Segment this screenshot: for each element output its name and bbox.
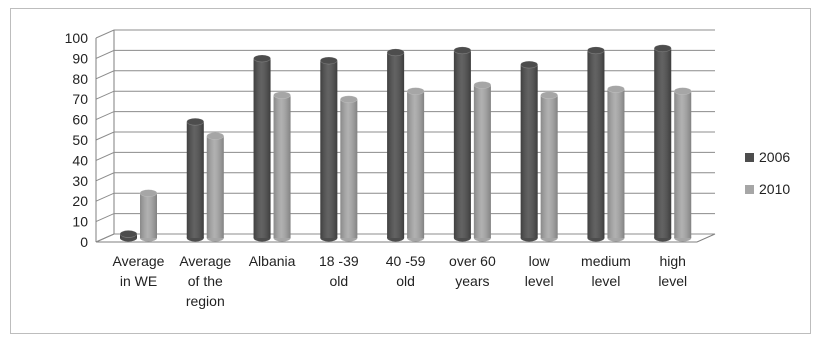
x-category-label: 18 -39 old — [319, 253, 359, 289]
bar-2006-2 — [253, 54, 271, 242]
bar-2010-7 — [607, 85, 625, 242]
legend-label-2006: 2006 — [759, 149, 790, 165]
bar-2006-8 — [653, 44, 672, 242]
y-tick-label: 0 — [80, 234, 88, 250]
bar-2010-6 — [540, 91, 558, 242]
x-axis-labels: Average in WE Average of the region Albania 18… — [113, 253, 688, 309]
y-tick-label: 10 — [72, 214, 88, 230]
x-category-label: medium level — [581, 253, 631, 289]
y-tick-label: 20 — [72, 193, 88, 209]
legend-swatch-2010 — [745, 185, 754, 194]
bars — [119, 44, 692, 242]
legend-label-2010: 2010 — [759, 181, 790, 197]
y-tick-label: 50 — [72, 132, 88, 148]
bar-2010-2 — [273, 91, 291, 242]
gridline — [95, 151, 715, 161]
bar-2006-7 — [587, 46, 605, 242]
y-tick-label: 40 — [72, 152, 88, 168]
x-category-label: over 60 years — [449, 253, 496, 289]
bar-2010-4 — [406, 87, 425, 242]
bar-2006-0 — [119, 230, 138, 242]
legend-swatch-2006 — [745, 153, 754, 162]
gridline — [95, 192, 715, 202]
y-axis: 0 10 20 30 40 50 60 70 80 90 100 — [65, 30, 97, 250]
bar-2006-5 — [453, 46, 472, 242]
bar-2006-3 — [320, 56, 338, 242]
gridline — [95, 233, 715, 243]
x-category-label: Average in WE — [113, 253, 165, 289]
y-tick-label: 90 — [72, 50, 88, 66]
gridline — [95, 131, 715, 141]
bar-2010-0 — [139, 189, 158, 242]
gridline — [95, 70, 715, 80]
bar-2006-1 — [186, 117, 205, 242]
bar-2006-6 — [520, 60, 538, 242]
bar-2006-4 — [386, 48, 405, 242]
gridline — [95, 111, 715, 121]
bar-2010-1 — [206, 132, 225, 242]
gridline — [95, 172, 715, 182]
x-category-label: Average of the region — [179, 253, 231, 309]
x-category-label: Albania — [249, 253, 296, 269]
chart-frame: 0 10 20 30 40 50 60 70 80 90 100 Average in WE Avera… — [10, 8, 811, 334]
legend: 2006 2010 — [745, 149, 790, 197]
y-tick-label: 80 — [72, 71, 88, 87]
y-tick-label: 30 — [72, 173, 88, 189]
y-tick-label: 100 — [65, 30, 89, 46]
x-category-label: high level — [658, 253, 687, 289]
x-category-label: low level — [525, 253, 554, 289]
bar-2010-3 — [340, 95, 358, 242]
gridline — [95, 49, 715, 59]
y-tick-label: 60 — [72, 112, 88, 128]
gridline — [95, 29, 715, 39]
bar-2010-5 — [473, 81, 492, 242]
gridlines — [95, 29, 716, 243]
gridline — [95, 90, 715, 100]
gridline — [95, 213, 715, 223]
x-category-label: 40 -59 old — [386, 253, 426, 289]
y-tick-label: 70 — [72, 91, 88, 107]
bar-2010-8 — [673, 87, 692, 242]
